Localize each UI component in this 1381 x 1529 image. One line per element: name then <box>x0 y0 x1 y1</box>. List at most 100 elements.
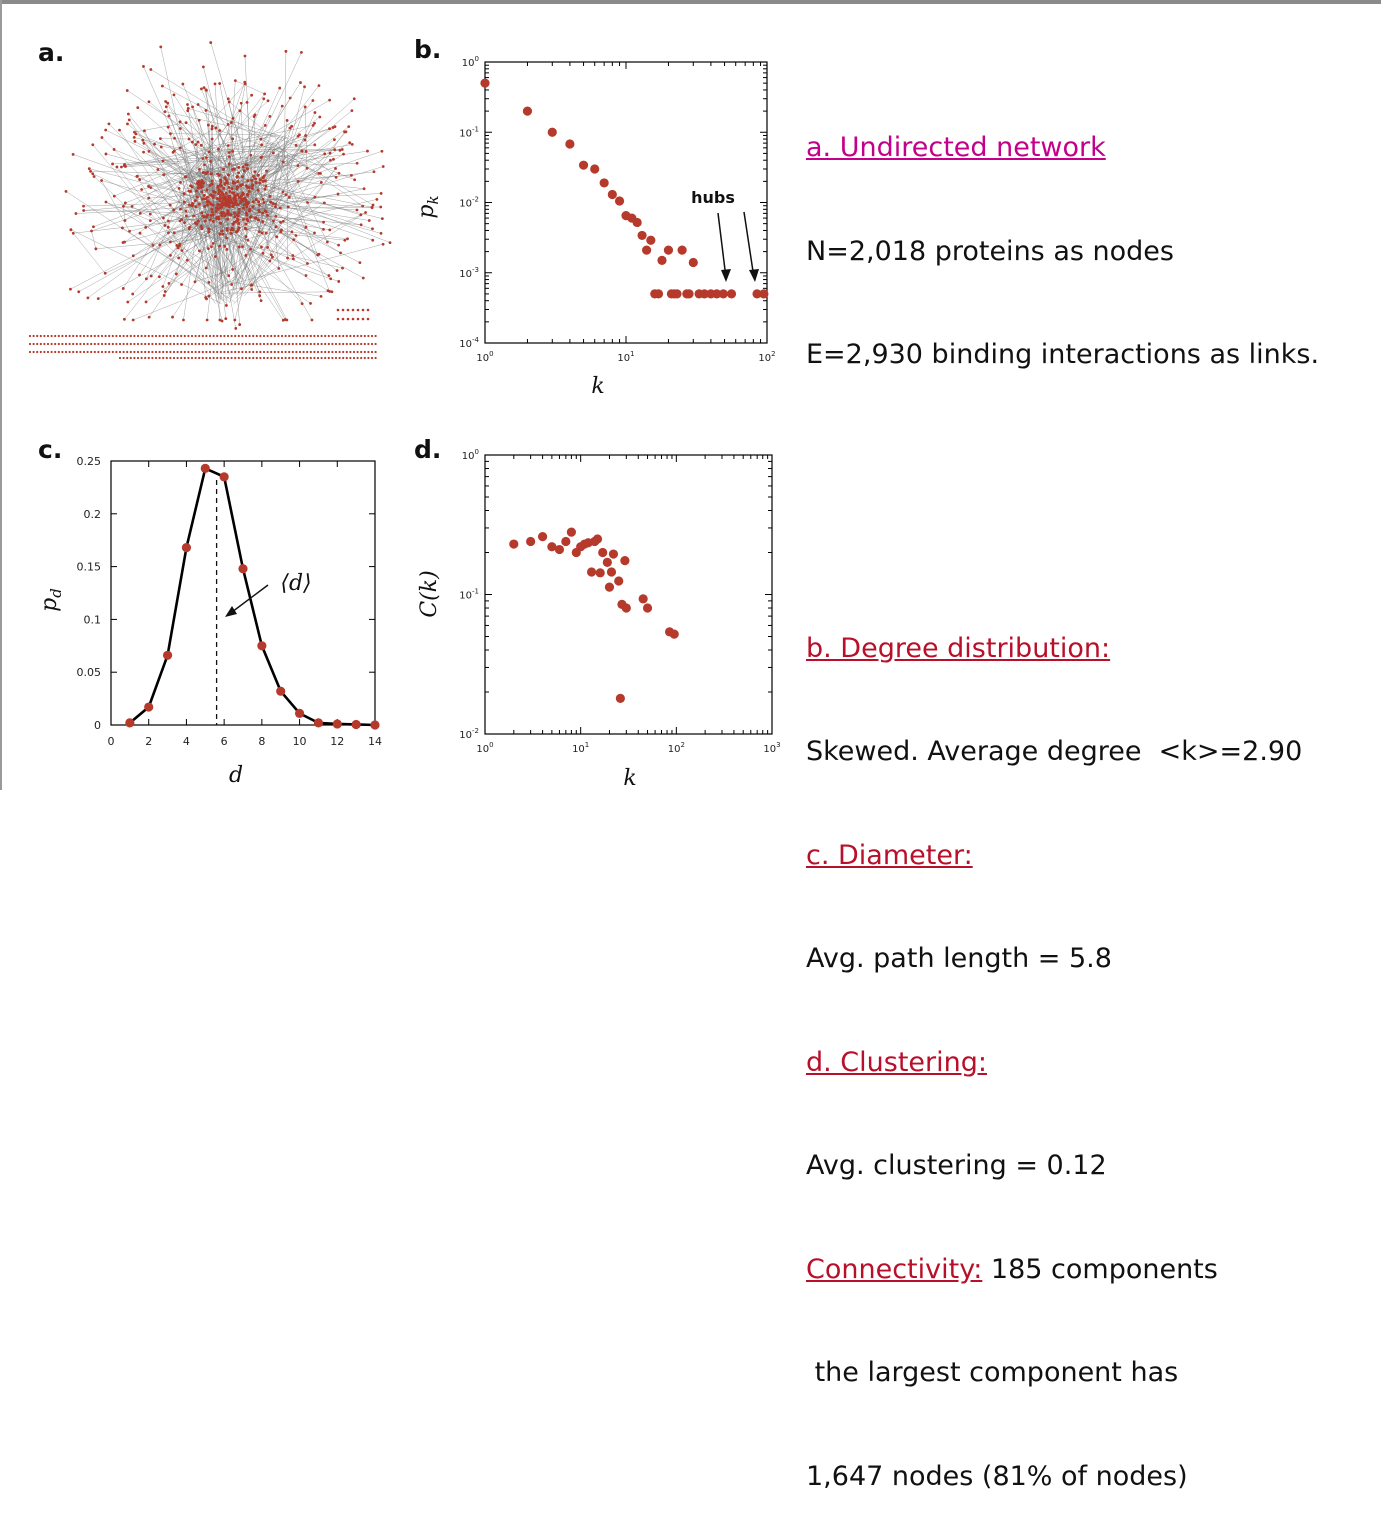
chart-b-point <box>759 289 768 298</box>
chart-d-xtick-label: 100 <box>476 741 493 755</box>
chart-c-xtick-label: 2 <box>145 735 152 748</box>
chart-c-ytick-label: 0.15 <box>77 561 102 574</box>
chart-d-point <box>596 568 605 577</box>
hubs-arrowhead-1 <box>721 269 731 282</box>
note-conn-line2: the largest component has <box>806 1356 1319 1391</box>
chart-c-ylabel: pd <box>37 588 65 612</box>
chart-d-point <box>587 567 596 576</box>
chart-d-ylabel: C(k) <box>417 570 442 617</box>
network-graph <box>29 41 392 359</box>
note-d-title: d. Clustering: <box>806 1047 987 1078</box>
note-a-title: a. Undirected network <box>806 132 1106 163</box>
mean-d-label: ⟨d⟩ <box>280 571 311 596</box>
chart-b-ytick-label: 10-1 <box>459 125 479 139</box>
chart-d-frame <box>485 455 772 734</box>
chart-d-point <box>605 582 614 591</box>
chart-c-point <box>125 718 134 727</box>
note-conn-line3: 1,647 nodes (81% of nodes) <box>806 1460 1319 1495</box>
chart-c-xtick-label: 14 <box>368 735 382 748</box>
chart-b-point <box>678 246 687 255</box>
chart-c-point <box>220 472 229 481</box>
chart-b-point <box>719 289 728 298</box>
chart-b-xtick-label: 101 <box>617 350 634 364</box>
chart-b-point <box>689 258 698 267</box>
note-c-line1: Avg. path length = 5.8 <box>806 942 1319 977</box>
chart-d-xtick-label: 103 <box>763 741 780 755</box>
chart-b-point <box>637 231 646 240</box>
chart-b-point <box>590 164 599 173</box>
chart-b-point <box>548 128 557 137</box>
chart-c-xtick-label: 8 <box>258 735 265 748</box>
hubs-arrow-1 <box>718 213 726 278</box>
chart-b-point <box>654 289 663 298</box>
hubs-arrow-2 <box>744 212 754 278</box>
chart-b-xlabel: k <box>591 374 604 399</box>
chart-c-point <box>333 719 342 728</box>
chart-b-point <box>608 190 617 199</box>
hubs-label: hubs <box>691 188 735 207</box>
chart-b-point <box>657 256 666 265</box>
chart-b-point <box>664 246 673 255</box>
chart-d-point <box>614 576 623 585</box>
chart-d-ytick-label: 10-1 <box>459 588 479 602</box>
chart-b-ytick-label: 10-2 <box>459 196 479 210</box>
chart-c-xtick-label: 0 <box>108 735 115 748</box>
chart-b-point <box>579 161 588 170</box>
chart-d-point <box>593 534 602 543</box>
chart-d-point <box>620 556 629 565</box>
chart-d-point <box>538 532 547 541</box>
chart-c-point <box>370 720 379 729</box>
note-d-line1: Avg. clustering = 0.12 <box>806 1149 1319 1184</box>
note-c-title: c. Diameter: <box>806 840 973 871</box>
chart-c-ytick-label: 0.2 <box>84 508 102 521</box>
chart-d-ytick-label: 10-2 <box>459 727 479 741</box>
chart-d-point <box>670 630 679 639</box>
chart-c-frame <box>111 461 375 725</box>
chart-d-point <box>643 603 652 612</box>
chart-d-point <box>561 537 570 546</box>
hubs-arrowhead-2 <box>749 269 759 282</box>
chart-b-point <box>523 107 532 116</box>
chart-c-xtick-label: 4 <box>183 735 190 748</box>
chart-d-xtick-label: 101 <box>572 741 589 755</box>
chart-b-point <box>642 246 651 255</box>
chart-c-point <box>201 464 210 473</box>
chart-d-point <box>607 567 616 576</box>
chart-b-point <box>633 218 642 227</box>
chart-d-point <box>567 528 576 537</box>
chart-d-point <box>526 537 535 546</box>
chart-c-point <box>276 687 285 696</box>
chart-c-xtick-label: 6 <box>221 735 228 748</box>
chart-b-xtick-label: 102 <box>758 350 775 364</box>
chart-c-point <box>163 651 172 660</box>
note-conn-rest: 185 components <box>982 1254 1218 1285</box>
chart-c-ytick-label: 0.05 <box>77 666 102 679</box>
chart-c-point <box>257 641 266 650</box>
chart-c-xtick-label: 12 <box>330 735 344 748</box>
chart-d-point <box>509 539 518 548</box>
chart-d-point <box>616 694 625 703</box>
chart-c-point <box>314 718 323 727</box>
chart-b-point <box>600 178 609 187</box>
chart-c-point <box>182 543 191 552</box>
chart-b-point <box>727 289 736 298</box>
note-a-line1: N=2,018 proteins as nodes <box>806 235 1319 270</box>
summary-notes: a. Undirected network N=2,018 proteins a… <box>806 62 1319 1529</box>
chart-c-ytick-label: 0.1 <box>84 613 102 626</box>
chart-c-xlabel: d <box>229 763 243 788</box>
chart-d-point <box>598 548 607 557</box>
chart-b-point <box>684 289 693 298</box>
chart-c-ytick-label: 0 <box>94 719 101 732</box>
note-b-line1: Skewed. Average degree <k>=2.90 <box>806 735 1319 770</box>
note-conn-title: Connectivity: <box>806 1254 982 1285</box>
mean-d-arrowhead <box>225 606 237 617</box>
chart-b-point <box>565 139 574 148</box>
chart-d-point <box>603 558 612 567</box>
chart-c-xtick-label: 10 <box>293 735 307 748</box>
chart-b-xtick-label: 100 <box>476 350 493 364</box>
chart-c-point <box>238 564 247 573</box>
chart-b-ytick-label: 100 <box>462 55 479 69</box>
